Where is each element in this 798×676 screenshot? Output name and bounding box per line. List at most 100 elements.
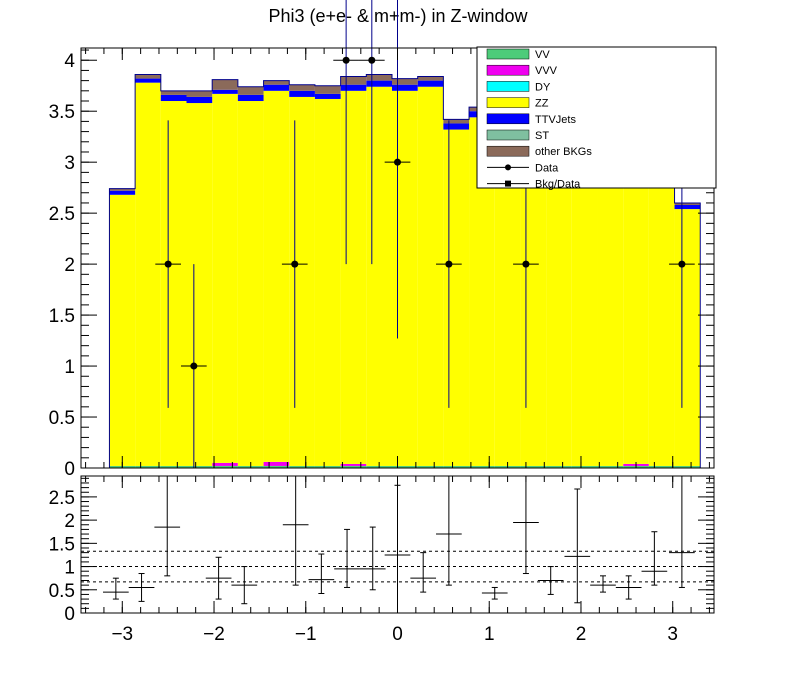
hist-bar-zz — [340, 90, 367, 464]
hist-bar-other-bkgs — [314, 85, 341, 94]
hist-bar-vv — [597, 465, 624, 468]
y-tick-label: 3.5 — [49, 102, 75, 123]
hist-bar-other-bkgs — [391, 78, 418, 85]
ratio-y-tick-label: 0.5 — [49, 581, 75, 602]
hist-bar-vv — [340, 465, 367, 468]
hist-bar-ttvjets — [314, 93, 341, 99]
hist-bar-ttvjets — [263, 84, 290, 91]
hist-bar-ttvjets — [417, 80, 444, 87]
hist-bar-other-bkgs — [186, 90, 213, 97]
hist-bar-vv — [571, 465, 598, 468]
x-tick-label: 3 — [667, 624, 678, 645]
hist-bar-zz — [443, 129, 470, 466]
ratio-y-tick-label: 2 — [64, 511, 75, 532]
hist-bar-vv — [212, 465, 238, 468]
ratio-y-tick-label: 2.5 — [49, 488, 75, 509]
legend-label: other BKGs — [535, 146, 592, 158]
legend-label: DY — [535, 81, 551, 93]
hist-bar-zz — [160, 101, 187, 466]
y-tick-label: 3 — [64, 153, 75, 174]
legend-swatch — [486, 97, 530, 108]
x-tick-label: 1 — [484, 624, 495, 645]
y-tick-label: 2 — [64, 255, 75, 276]
hist-bar-other-bkgs — [417, 76, 444, 81]
hist-bar-vvv — [340, 463, 367, 466]
hist-bar-zz — [391, 90, 418, 466]
ratio-plot-panel: 00.511.522.5−3 −2 −1 0 1 2 3 — [49, 475, 715, 645]
ratio-y-tick-label: 1.5 — [49, 534, 75, 555]
x-tick-label: −2 — [203, 624, 225, 645]
data-point — [190, 362, 198, 370]
hist-bar-other-bkgs — [237, 86, 264, 95]
legend-swatch — [486, 48, 530, 60]
legend-swatch — [486, 129, 530, 141]
legend-swatch — [486, 64, 530, 76]
legend-label: VVV — [535, 65, 558, 77]
x-tick-label: −3 — [111, 624, 133, 645]
ratio-y-tick-label: 1 — [64, 558, 75, 579]
legend-swatch — [486, 113, 530, 125]
hist-bar-other-bkgs — [135, 74, 161, 79]
x-tick-label: 0 — [392, 624, 403, 645]
hist-bar-ttvjets — [366, 80, 392, 87]
hist-bar-other-bkgs — [160, 90, 187, 95]
hist-bar-vvv — [263, 461, 290, 466]
hist-bar-vv — [186, 465, 213, 468]
hist-bar-ttvjets — [340, 84, 367, 91]
data-point — [394, 158, 401, 166]
legend-label: ST — [535, 130, 549, 142]
data-point — [678, 260, 686, 268]
hist-bar-zz — [289, 96, 315, 466]
legend-swatch — [486, 81, 530, 92]
hist-bar-vv — [648, 465, 675, 468]
hist-bar-zz — [237, 101, 264, 466]
hist-bar-vv — [135, 465, 161, 468]
legend-label: Data — [535, 162, 559, 174]
hist-bar-vv — [417, 465, 444, 468]
hist-bar-ttvjets — [160, 94, 187, 102]
hist-bar-other-bkgs — [674, 202, 701, 205]
hist-bar-vv — [546, 465, 572, 468]
hist-bar-zz — [263, 90, 290, 462]
hist-bar-zz — [417, 86, 444, 466]
hist-bar-other-bkgs — [443, 119, 470, 124]
hist-bar-vvv — [212, 462, 238, 466]
data-point — [522, 260, 530, 268]
legend-marker — [505, 180, 511, 187]
y-tick-label: 1 — [64, 357, 75, 378]
hist-bar-vv — [160, 465, 187, 468]
hist-bar-zz — [212, 93, 238, 463]
hist-bar-vv — [674, 465, 701, 468]
legend-label: ZZ — [535, 98, 549, 110]
hist-bar-other-bkgs — [109, 188, 136, 191]
y-tick-label: 4 — [64, 51, 75, 72]
legend-label: Bkg/Data — [535, 179, 581, 191]
hist-bar-zz — [674, 209, 701, 466]
hist-bar-vv — [443, 465, 470, 468]
hist-bar-zz — [135, 82, 161, 466]
hist-bar-ttvjets — [186, 96, 213, 104]
hist-bar-other-bkgs — [212, 79, 238, 90]
hist-bar-ttvjets — [135, 78, 161, 83]
y-tick-label: 0 — [64, 459, 75, 480]
legend-label: VV — [535, 49, 550, 61]
data-point — [342, 56, 350, 64]
hist-bar-other-bkgs — [366, 74, 392, 81]
hist-bar-ttvjets — [212, 89, 238, 94]
hist-bar-ttvjets — [443, 123, 470, 130]
hist-bar-ttvjets — [674, 204, 701, 210]
hist-bar-vv — [263, 465, 290, 468]
legend-label: TTVJets — [535, 114, 576, 126]
y-tick-label: 0.5 — [49, 408, 75, 429]
data-point — [291, 260, 299, 268]
hist-bar-vv — [314, 465, 341, 468]
x-tick-label: −1 — [295, 624, 317, 645]
hist-bar-vv — [520, 465, 547, 468]
data-point — [368, 56, 376, 64]
data-point — [164, 260, 172, 268]
hist-bar-other-bkgs — [263, 80, 290, 85]
legend-marker — [505, 164, 511, 171]
hist-bar-zz — [109, 194, 136, 466]
hist-bar-ttvjets — [289, 90, 315, 97]
